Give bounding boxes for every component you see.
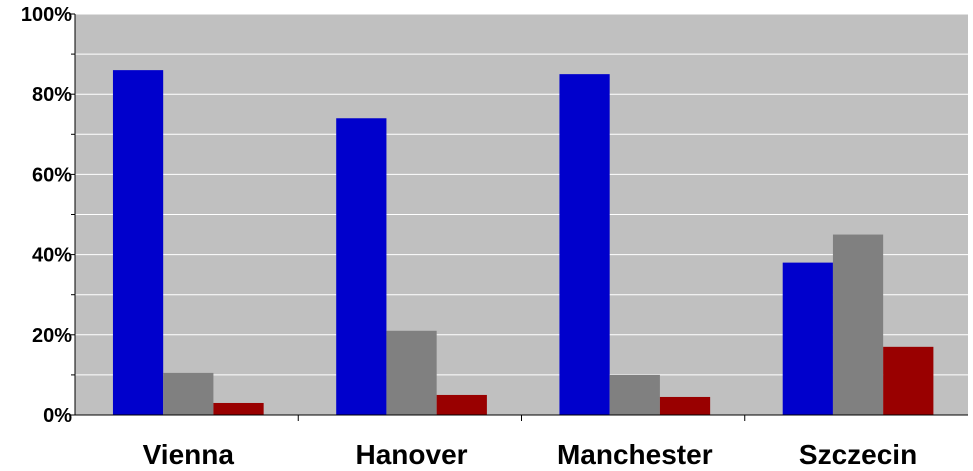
- y-tick-label: 40%: [32, 245, 72, 267]
- gridlines: [75, 13, 968, 376]
- y-tick-label: 60%: [32, 164, 72, 186]
- x-tick-label: Szczecin: [799, 439, 917, 470]
- y-tick-label: 80%: [32, 84, 72, 106]
- bar: [336, 118, 387, 415]
- bar: [386, 330, 437, 415]
- bar: [883, 346, 934, 415]
- bar: [112, 70, 164, 415]
- bar: [436, 394, 487, 415]
- y-tick-label: 100%: [21, 4, 72, 26]
- x-tick-label: Manchester: [557, 439, 713, 470]
- x-tick-label: Vienna: [143, 439, 235, 470]
- x-tick-label: Hanover: [356, 439, 468, 470]
- bar: [213, 402, 264, 415]
- y-axis-ticks: 0% 20% 40% 60% 80% 100%: [21, 4, 75, 427]
- bar: [782, 262, 833, 415]
- bar: [609, 374, 660, 415]
- bars: [112, 70, 934, 416]
- bar: [163, 372, 214, 415]
- x-axis-ticks: Vienna Hanover Manchester Szczecin: [143, 415, 917, 470]
- y-tick-label: 0%: [43, 405, 72, 427]
- bar: [659, 396, 711, 415]
- y-tick-label: 20%: [32, 325, 72, 347]
- bar: [559, 74, 610, 416]
- bar: [832, 234, 884, 415]
